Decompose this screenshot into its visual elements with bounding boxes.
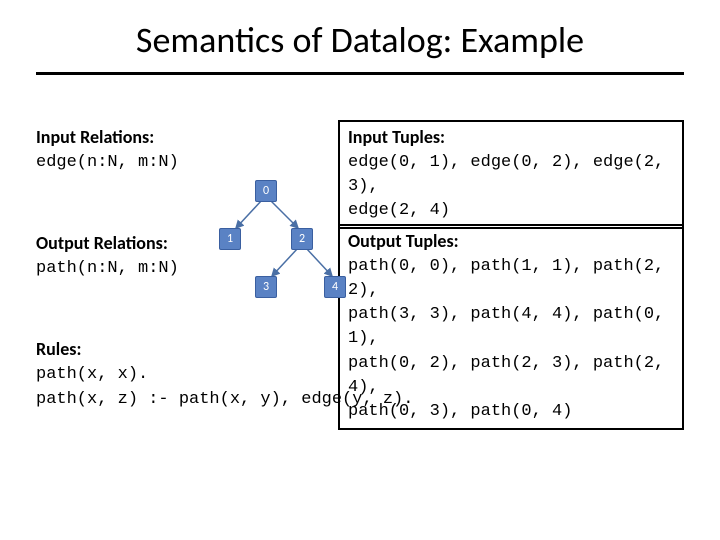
input-relations-heading: Input Relations: [36, 126, 154, 148]
rules-block: Rules: path(x, x). path(x, z) :- path(x,… [36, 338, 413, 412]
output-relations-block: Output Relations: path(n:N, m:N) [36, 232, 179, 279]
tree-diagram: 01234 [206, 180, 326, 310]
output-tuples-heading: Output Tuples: [348, 230, 459, 252]
input-relations-block: Input Relations: edge(n:N, m:N) [36, 126, 179, 173]
tree-node-3: 3 [255, 276, 277, 298]
tree-node-1: 1 [219, 228, 241, 250]
input-tuples-heading: Input Tuples: [348, 126, 445, 148]
input-tuples-line2: edge(2, 4) [348, 201, 450, 220]
tree-edge-3 [306, 248, 332, 276]
rules-line2: path(x, z) :- path(x, y), edge(y, z). [36, 390, 413, 409]
tree-edge-2 [272, 248, 298, 276]
slide: Semantics of Datalog: Example Input Rela… [0, 0, 720, 540]
output-tuples-line1: path(0, 0), path(1, 1), path(2, 2), [348, 257, 664, 300]
tree-edge-0 [236, 200, 262, 228]
input-tuples-line1: edge(0, 1), edge(0, 2), edge(2, 3), [348, 153, 664, 196]
input-relations-code: edge(n:N, m:N) [36, 153, 179, 172]
output-relations-heading: Output Relations: [36, 232, 168, 254]
rules-line1: path(x, x). [36, 365, 148, 384]
tree-node-2: 2 [291, 228, 313, 250]
rules-heading: Rules: [36, 338, 81, 360]
output-relations-code: path(n:N, m:N) [36, 259, 179, 278]
tree-node-0: 0 [255, 180, 277, 202]
tree-node-4: 4 [324, 276, 346, 298]
input-tuples-box: Input Tuples: edge(0, 1), edge(0, 2), ed… [338, 120, 684, 229]
title-underline [36, 72, 684, 75]
tree-edge-1 [270, 200, 298, 228]
slide-title: Semantics of Datalog: Example [0, 18, 720, 62]
